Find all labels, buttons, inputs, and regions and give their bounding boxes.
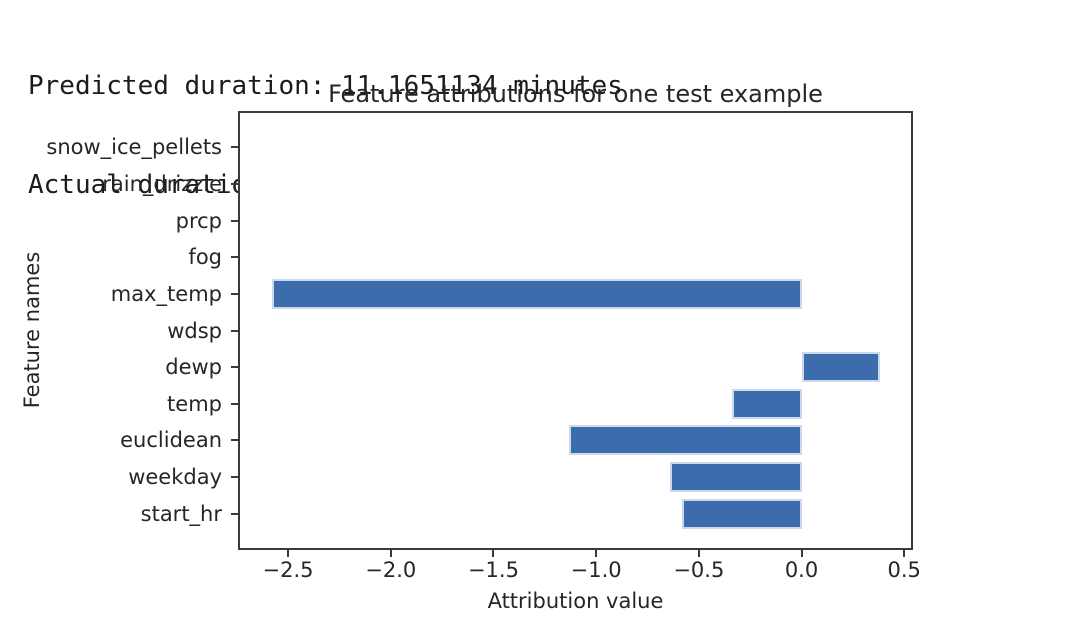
y-tick-label: wdsp [167,318,222,343]
x-tick-mark [800,548,803,557]
y-tick-label: dewp [165,355,222,380]
x-tick-mark [492,548,495,557]
chart-title: Feature attributions for one test exampl… [328,80,823,108]
x-tick-mark [903,548,906,557]
x-tick-mark [389,548,392,557]
x-tick-mark [595,548,598,557]
bar [670,461,802,492]
y-tick-mark [231,366,240,369]
y-tick-label: weekday [128,464,222,489]
x-tick-mark [697,548,700,557]
x-tick-label: −2.5 [262,558,314,582]
y-tick-mark [231,329,240,332]
y-tick-label: euclidean [120,428,222,453]
y-tick-mark [231,439,240,442]
y-tick-label: rain_drizzle [102,172,222,197]
y-tick-mark [231,292,240,295]
bar [731,388,802,419]
y-tick-label: start_hr [140,501,222,526]
x-tick-mark [287,548,290,557]
bar [682,498,802,529]
y-tick-label: max_temp [110,281,222,306]
y-tick-mark [231,219,240,222]
y-tick-label: prcp [175,208,222,233]
y-tick-label: snow_ice_pellets [46,135,222,160]
predicted-duration-text: Predicted duration: 11.1651134 minutes [28,71,623,101]
y-tick-mark [231,512,240,515]
x-tick-label: −1.5 [467,558,519,582]
y-tick-mark [231,183,240,186]
y-tick-label: temp [167,391,222,416]
bar [801,352,880,383]
y-tick-mark [231,256,240,259]
x-tick-label: 0.5 [887,558,921,582]
x-axis-label: Attribution value [487,589,664,613]
bar [569,425,802,456]
plot-area [238,111,913,550]
x-tick-label: −2.0 [365,558,417,582]
y-tick-mark [231,475,240,478]
bar [271,278,802,309]
y-tick-mark [231,402,240,405]
y-tick-mark [231,146,240,149]
x-tick-label: −0.5 [673,558,725,582]
y-tick-label: fog [188,245,222,270]
x-tick-label: 0.0 [784,558,819,582]
x-tick-label: −1.0 [570,558,622,582]
